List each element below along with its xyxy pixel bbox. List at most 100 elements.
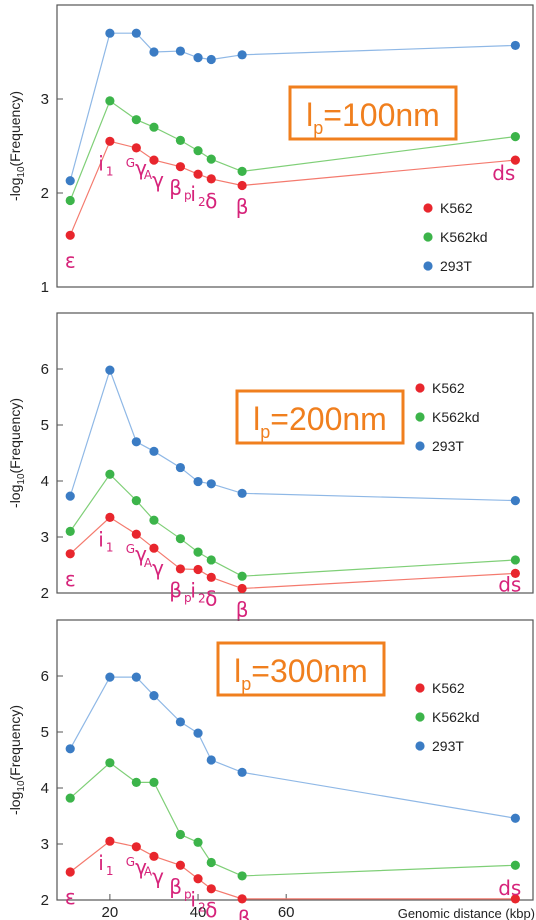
legend-marker-293t [423,261,433,271]
data-point-k562kd [206,555,216,565]
y-axis-label-sub: 10 [16,780,27,792]
gene-label-sub: p [184,887,192,901]
legend-marker-k562 [415,683,425,693]
gene-label-sup: A [144,864,153,878]
gene-label-sub: 2 [198,195,206,209]
persistence-length-prefix: l [234,653,241,689]
legend-label: K562kd [432,409,479,425]
data-point-293t [175,462,186,473]
data-point-293t [510,40,520,51]
gene-label: ε [65,567,76,591]
gene-label-main: γ [135,156,147,180]
data-point-k562kd [510,132,520,142]
gene-label: Gγ [126,542,147,566]
y-axis-label: -log10(Frequency) [7,398,27,508]
data-point-293t [510,496,520,506]
data-point-293t [149,47,159,57]
gene-label-main: i [190,578,196,602]
gene-label-main: γ [135,855,147,879]
persistence-length-prefix: l [306,97,313,133]
data-point-k562kd [175,534,186,544]
data-point-k562kd [237,166,247,176]
data-point-k562 [105,136,115,146]
data-point-k562 [193,564,203,575]
gene-label: Gγ [126,855,147,879]
data-point-k562kd [149,515,159,525]
data-point-293t [65,744,75,754]
gene-label-main: i [98,527,104,551]
legend-label: K562 [440,200,473,216]
data-point-293t [237,50,247,60]
gene-label: Gγ [126,156,147,180]
data-point-293t [65,176,75,186]
y-tick-label: 5 [41,417,49,434]
y-axis-label-prefix: -log [7,485,23,508]
data-point-k562kd [65,793,75,803]
y-tick-label: 6 [41,668,49,685]
data-point-293t [237,767,247,777]
gene-label-main: i [98,851,104,875]
gene-label-main: γ [152,556,164,580]
data-point-293t [149,691,159,701]
data-point-k562kd [193,547,203,557]
data-point-293t [131,672,141,682]
data-point-k562 [149,155,159,165]
data-point-293t [193,476,203,487]
gene-label: Aγ [144,864,164,888]
gene-label: ds [498,876,521,900]
persistence-length-sub: p [313,118,323,138]
data-point-k562 [510,568,520,579]
gene-label-sub: 1 [106,164,114,178]
data-point-k562kd [105,96,115,106]
data-point-293t [206,54,216,65]
x-tick-label: 20 [102,904,119,920]
legend-marker-293t [415,741,425,751]
y-axis-label-suffix: (Frequency) [7,398,23,473]
data-point-k562kd [175,829,186,840]
persistence-length-label: lp=200nm [253,401,387,442]
legend-label: K562kd [432,709,479,725]
data-point-k562kd [65,526,75,537]
data-point-k562 [510,155,520,165]
gene-label-main: i [190,888,196,912]
persistence-length-prefix: l [253,401,260,437]
plot-frame [56,619,534,901]
data-point-k562 [193,169,203,179]
legend-marker-293t [415,441,425,451]
data-point-k562 [193,874,203,884]
data-point-293t [149,446,159,456]
data-point-k562kd [131,777,141,788]
data-point-293t [193,53,203,63]
gene-label-main: β [169,874,182,898]
data-point-293t [510,813,520,823]
y-tick-label: 2 [41,892,49,909]
legend-label: K562 [432,380,465,396]
gene-label: ε [65,885,76,909]
y-tick-label: 1 [41,279,49,296]
gene-label: δ [205,189,217,213]
persistence-length-label: lp=100nm [306,97,440,138]
data-point-k562 [131,842,141,852]
data-point-k562 [149,851,159,861]
data-point-293t [131,28,141,38]
legend-marker-k562kd [423,232,433,242]
y-axis-label-suffix: (Frequency) [7,91,23,166]
data-point-k562kd [175,135,186,145]
legend-label: 293T [432,438,464,454]
y-axis-label: -log10(Frequency) [7,91,27,201]
data-point-293t [105,672,115,682]
data-point-k562kd [237,871,247,881]
legend-label: 293T [440,258,472,274]
gene-label-sub: 2 [198,901,206,915]
gene-label-sup: A [144,168,153,182]
gene-label-sup: G [126,542,135,556]
legend-label: K562 [432,680,465,696]
x-axis-label: Genomic distance (kbp) [398,906,535,920]
